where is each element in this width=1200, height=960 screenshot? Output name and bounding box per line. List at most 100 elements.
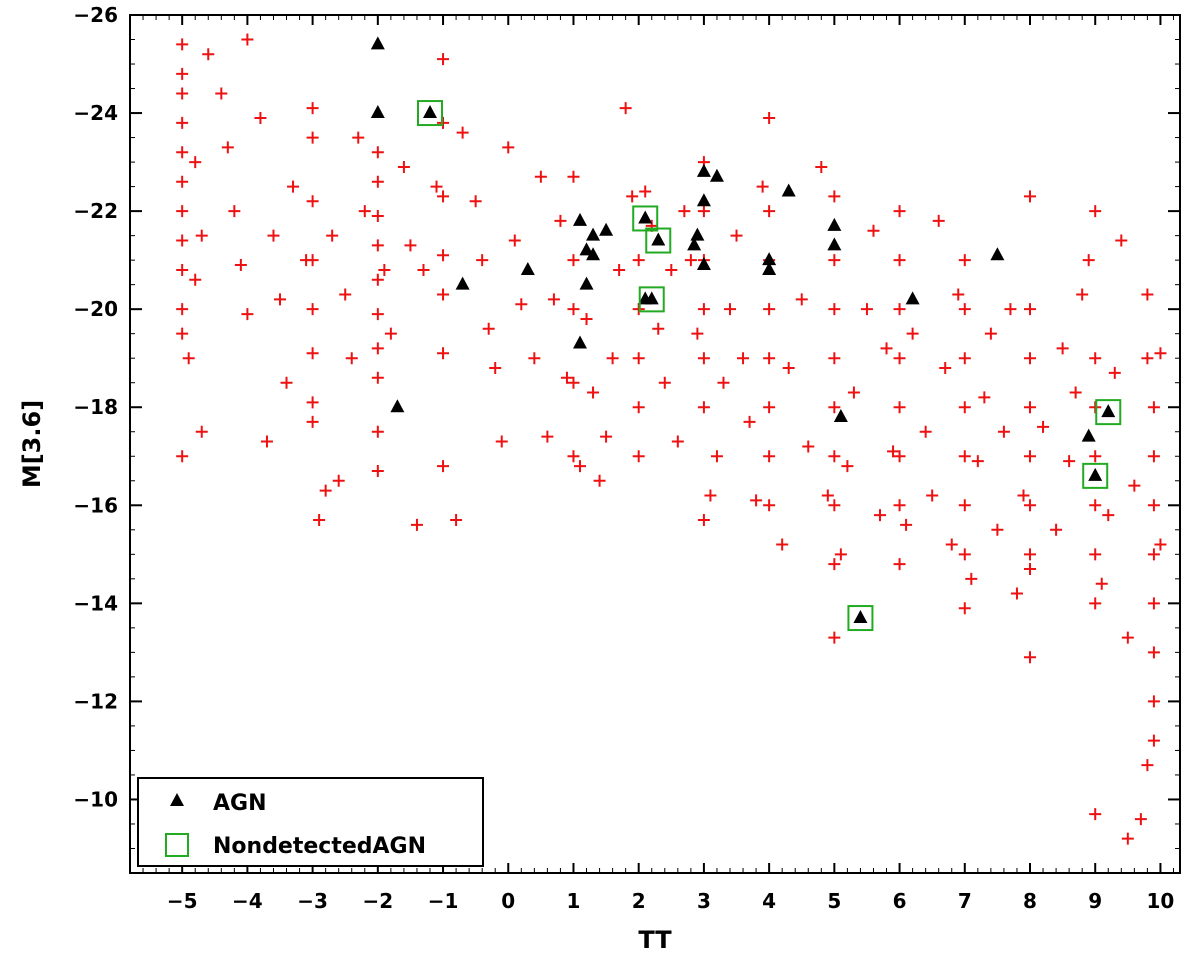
data-point-plus [574,460,586,473]
data-point-plus [410,518,423,531]
data-point-agn [586,227,601,241]
data-point-plus [691,327,704,340]
data-point-plus [437,460,450,473]
data-point-plus [306,131,319,144]
data-point-plus [1076,288,1089,301]
data-point-plus [1017,489,1030,502]
data-point-plus [893,499,906,512]
data-point-plus [1089,205,1102,218]
data-point-plus [684,254,697,267]
data-point-plus [1147,450,1160,463]
data-point-plus [926,489,939,502]
data-point-agn [905,291,920,305]
x-tick-label: 6 [893,889,907,913]
data-point-plus [397,160,410,173]
data-point-plus [887,445,900,458]
data-point-plus [997,425,1010,438]
data-point-plus [1004,303,1017,316]
data-point-plus [437,116,450,129]
data-point-agn [455,276,470,290]
legend-label-agn: AGN [213,791,267,816]
data-point-plus [437,190,450,203]
data-point-plus [371,371,384,384]
data-point-agn [696,257,711,271]
data-point-plus [437,288,450,301]
data-point-plus [710,450,723,463]
data-point-plus [1069,386,1082,399]
data-point-plus [567,376,580,389]
data-point-plus [958,254,971,267]
data-point-plus [371,425,384,438]
data-point-plus [476,254,489,267]
legend-box [137,777,484,867]
data-point-plus [893,352,906,365]
data-point-plus [828,254,841,267]
data-point-plus [613,263,626,276]
data-point-plus [306,396,319,409]
data-point-plus [619,102,632,115]
data-point-plus [195,425,208,438]
data-point-plus [763,205,776,218]
data-point-plus [893,450,906,463]
y-tick-label: −12 [73,689,118,713]
data-point-plus [1141,759,1154,772]
data-point-nondetected-agn [638,286,665,313]
data-point-plus [358,205,371,218]
data-point-plus [306,195,319,208]
legend-square-icon [165,833,189,857]
data-point-plus [1024,499,1036,512]
data-point-plus [593,474,606,487]
data-point-agn [651,232,666,246]
data-point-agn [638,210,653,224]
data-point-agn [762,261,777,275]
data-point-plus [958,401,971,414]
data-point-plus [828,352,841,365]
data-point-plus [1141,288,1154,301]
data-point-plus [717,376,730,389]
data-point-plus [893,254,906,267]
data-point-plus [1024,303,1036,316]
data-point-plus [763,111,776,124]
data-point-plus [1082,254,1095,267]
data-point-plus [1037,420,1050,433]
x-tick-label: −2 [362,889,393,913]
y-axis-title: M[3.6] [18,400,46,488]
data-point-agn [696,193,711,207]
x-tick-label: 5 [827,889,841,913]
data-point-plus [828,558,841,571]
data-point-plus [1089,450,1102,463]
data-point-plus [1102,509,1115,522]
data-point-plus [958,548,971,561]
data-point-agn [687,237,702,251]
data-point-plus [176,38,189,51]
data-point-agn [827,237,842,251]
x-tick-label: 1 [567,889,581,913]
data-point-plus [750,494,763,507]
x-tick-label: −1 [428,889,459,913]
data-point-plus [515,298,528,311]
points-layer [176,33,1167,845]
data-point-plus [482,322,495,335]
data-point-plus [306,254,319,267]
data-point-agn [573,335,587,349]
data-point-plus [632,352,645,365]
data-point-plus [502,141,515,154]
data-point-plus [958,499,971,512]
data-point-plus [437,53,450,66]
data-point-agn [573,212,587,226]
data-point-agn [696,163,711,177]
data-point-plus [958,602,971,615]
data-point-plus [1108,366,1121,379]
data-point-plus [1147,548,1160,561]
data-point-plus [724,303,736,316]
y-tick-label: −26 [73,3,118,27]
data-point-plus [437,347,450,360]
data-point-plus [1089,597,1102,610]
data-point-plus [828,303,841,316]
data-point-plus [547,293,560,306]
data-point-plus [182,352,195,365]
data-point-plus [697,513,710,526]
data-point-plus [221,141,234,154]
data-point-agn [1101,404,1116,418]
y-tick-label: −14 [73,591,118,615]
